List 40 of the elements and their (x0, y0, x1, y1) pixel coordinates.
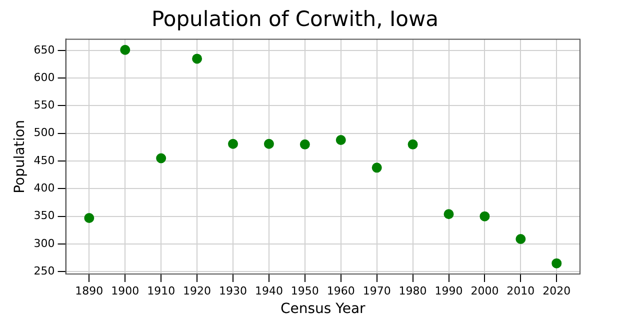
y-tick-label: 300 (34, 236, 55, 250)
x-tick-label: 1930 (219, 284, 247, 298)
point (156, 153, 166, 164)
x-axis-title: Census Year (280, 301, 366, 318)
x-tick-label: 1910 (147, 284, 176, 298)
point (264, 138, 274, 149)
x-tick-label: 1990 (434, 284, 463, 298)
point (444, 209, 454, 220)
point (372, 162, 382, 173)
point (120, 44, 130, 55)
y-tick-label: 550 (34, 98, 55, 112)
y-tick-label: 650 (34, 43, 55, 56)
y-tick-label: 600 (34, 70, 55, 84)
y-axis-title: Population (12, 120, 28, 194)
y-tick-label: 450 (34, 154, 55, 167)
x-tick-label: 1970 (362, 284, 391, 298)
x-tick-label: 1890 (75, 284, 104, 298)
chart-title: Population of Corwith, Iowa (151, 7, 439, 32)
point (552, 258, 562, 268)
y-tick-label: 400 (34, 182, 55, 195)
point (480, 211, 490, 222)
y-tick-label: 350 (34, 209, 55, 222)
point (336, 135, 346, 146)
x-tick-label: 2020 (542, 284, 571, 298)
point (516, 234, 526, 244)
point (192, 54, 202, 64)
x-tick-label: 1900 (111, 284, 140, 298)
x-tick-label: 1980 (398, 284, 427, 298)
x-tick-label: 1920 (183, 284, 212, 298)
x-tick-label: 1950 (290, 284, 319, 298)
x-tick-label: 1960 (326, 284, 355, 298)
x-tick-label: 2010 (506, 284, 535, 298)
point (228, 138, 238, 149)
point (84, 212, 94, 223)
x-tick-label: 1940 (254, 284, 283, 298)
point (408, 139, 418, 150)
y-tick-label: 250 (34, 264, 55, 278)
x-tick-label: 2000 (470, 284, 499, 298)
point (300, 139, 310, 150)
y-tick-label: 500 (34, 126, 55, 140)
